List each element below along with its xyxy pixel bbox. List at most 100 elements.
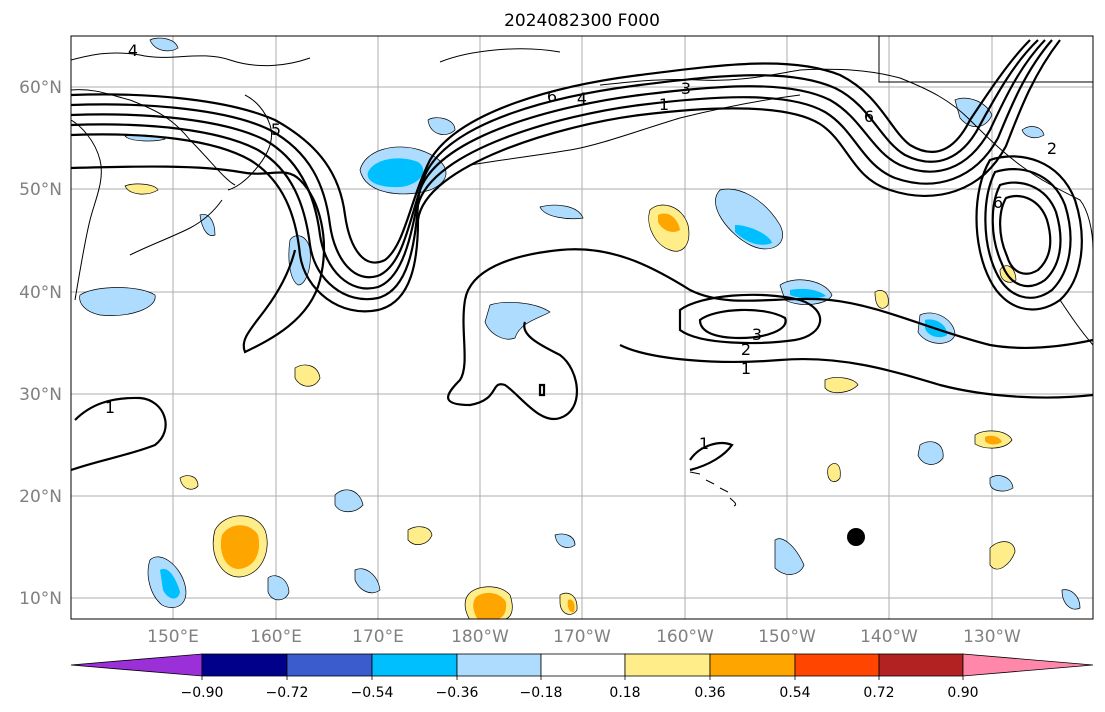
anomaly-blob <box>567 599 575 613</box>
colorbar-label: −0.54 <box>351 685 394 701</box>
lon-label: 170°E <box>352 627 404 647</box>
colorbar-segment <box>540 653 626 677</box>
colorbar-label: 0.18 <box>609 685 640 701</box>
anomaly-shading <box>79 37 1081 619</box>
lon-label: 150°E <box>147 627 199 647</box>
contour-label: 5 <box>271 120 281 139</box>
anomaly-blob <box>539 204 584 220</box>
anomaly-blob <box>354 568 381 594</box>
contour-label: 1 <box>659 95 669 114</box>
anomaly-blob <box>220 525 260 569</box>
colorbar-label: 0.54 <box>779 685 810 701</box>
anomaly-blob <box>1061 589 1081 610</box>
contour-labels: 4 5 6 4 1 3 6 2 6 3 2 1 1 1 <box>105 41 1057 453</box>
contour-line <box>71 39 1061 313</box>
island-chain <box>129 199 223 256</box>
colorbar-extend-right <box>962 653 1094 677</box>
anomaly-blob <box>267 575 290 601</box>
lat-label: 50°N <box>19 180 62 200</box>
map-frame <box>70 35 1094 620</box>
kamchatka-coast <box>227 94 273 191</box>
anomaly-blob <box>790 288 826 299</box>
canada-border <box>878 36 1093 83</box>
lon-label: 160°W <box>656 627 714 647</box>
contour-label: 1 <box>105 398 115 417</box>
contour-label: 3 <box>681 79 691 98</box>
colorbar-labels: −0.90 −0.72 −0.54 −0.36 −0.18 0.18 0.36 … <box>181 685 979 701</box>
contour-label: 6 <box>993 193 1003 212</box>
contour-label: 4 <box>577 89 587 108</box>
contour-label: 6 <box>547 87 557 106</box>
alaska-coast <box>439 48 971 121</box>
contour-line <box>698 308 787 340</box>
colorbar-segment <box>456 653 542 677</box>
contour-line <box>678 293 822 345</box>
contour-line <box>463 248 1093 350</box>
anomaly-blob <box>874 290 889 309</box>
contour-line <box>71 39 1046 290</box>
colorbar <box>70 653 1094 680</box>
anomaly-blob <box>294 364 321 387</box>
contour-label: 4 <box>128 41 138 60</box>
anomaly-blob <box>124 183 159 195</box>
anomaly-blob <box>179 475 199 490</box>
anomaly-blob <box>715 188 783 250</box>
contour-line <box>71 39 1031 264</box>
anomaly-blob <box>160 568 180 599</box>
lat-label: 40°N <box>19 283 62 303</box>
contour-line <box>689 442 734 472</box>
colorbar-label: 0.90 <box>947 685 978 701</box>
anomaly-blob <box>827 463 841 482</box>
contour-line <box>71 39 1039 279</box>
lon-label: 140°W <box>860 627 918 647</box>
anomaly-blob <box>735 225 772 245</box>
contour-line <box>991 181 1062 288</box>
contour-line <box>619 344 1093 399</box>
contour-line <box>999 194 1052 275</box>
colorbar-label: −0.72 <box>266 685 309 701</box>
anomaly-blob <box>367 158 424 188</box>
coastlines <box>71 36 1093 507</box>
colorbar-label: 0.72 <box>863 685 894 701</box>
contour-label: 1 <box>741 359 751 378</box>
contour-line <box>71 39 1053 301</box>
colorbar-segment <box>624 653 711 677</box>
anomaly-blob <box>989 541 1016 570</box>
anomaly-blob <box>79 287 156 316</box>
map-title: 2024082300 F000 <box>504 11 660 31</box>
longitude-labels: 150°E 160°E 170°E 180°W 170°W 160°W 150°… <box>147 627 1021 647</box>
contour-label: 2 <box>1047 139 1057 158</box>
lat-label: 60°N <box>19 78 62 98</box>
anomaly-blob <box>985 435 1002 445</box>
anomaly-blob <box>149 37 179 52</box>
anomaly-blob <box>658 213 680 233</box>
colorbar-segment <box>878 653 964 677</box>
aleutian-islands <box>469 94 801 166</box>
anomaly-blob <box>1021 126 1045 139</box>
colorbar-segment <box>709 653 796 677</box>
height-contours <box>71 39 1093 472</box>
anomaly-blob <box>774 538 805 575</box>
contour-line <box>538 383 546 397</box>
contour-line <box>984 168 1072 299</box>
latitude-labels: 60°N 50°N 40°N 30°N 20°N 10°N <box>19 78 62 609</box>
lon-label: 180°W <box>451 627 509 647</box>
contour-line <box>447 299 578 421</box>
anomaly-blob <box>334 489 364 513</box>
colorbar-label: −0.90 <box>181 685 224 701</box>
colorbar-segment <box>794 653 880 677</box>
lon-label: 160°E <box>250 627 302 647</box>
contour-line <box>975 155 1083 311</box>
anomaly-blob <box>917 441 944 465</box>
lon-label: 170°W <box>553 627 611 647</box>
colorbar-segment <box>371 653 458 677</box>
storm-marker <box>847 528 865 546</box>
anomaly-blob <box>824 377 859 394</box>
contour-label: 1 <box>699 434 709 453</box>
contour-line <box>71 165 326 354</box>
anomaly-blob <box>554 533 576 548</box>
colorbar-segment <box>286 653 373 677</box>
anomaly-blob <box>427 117 456 135</box>
colorbar-label: −0.18 <box>520 685 563 701</box>
